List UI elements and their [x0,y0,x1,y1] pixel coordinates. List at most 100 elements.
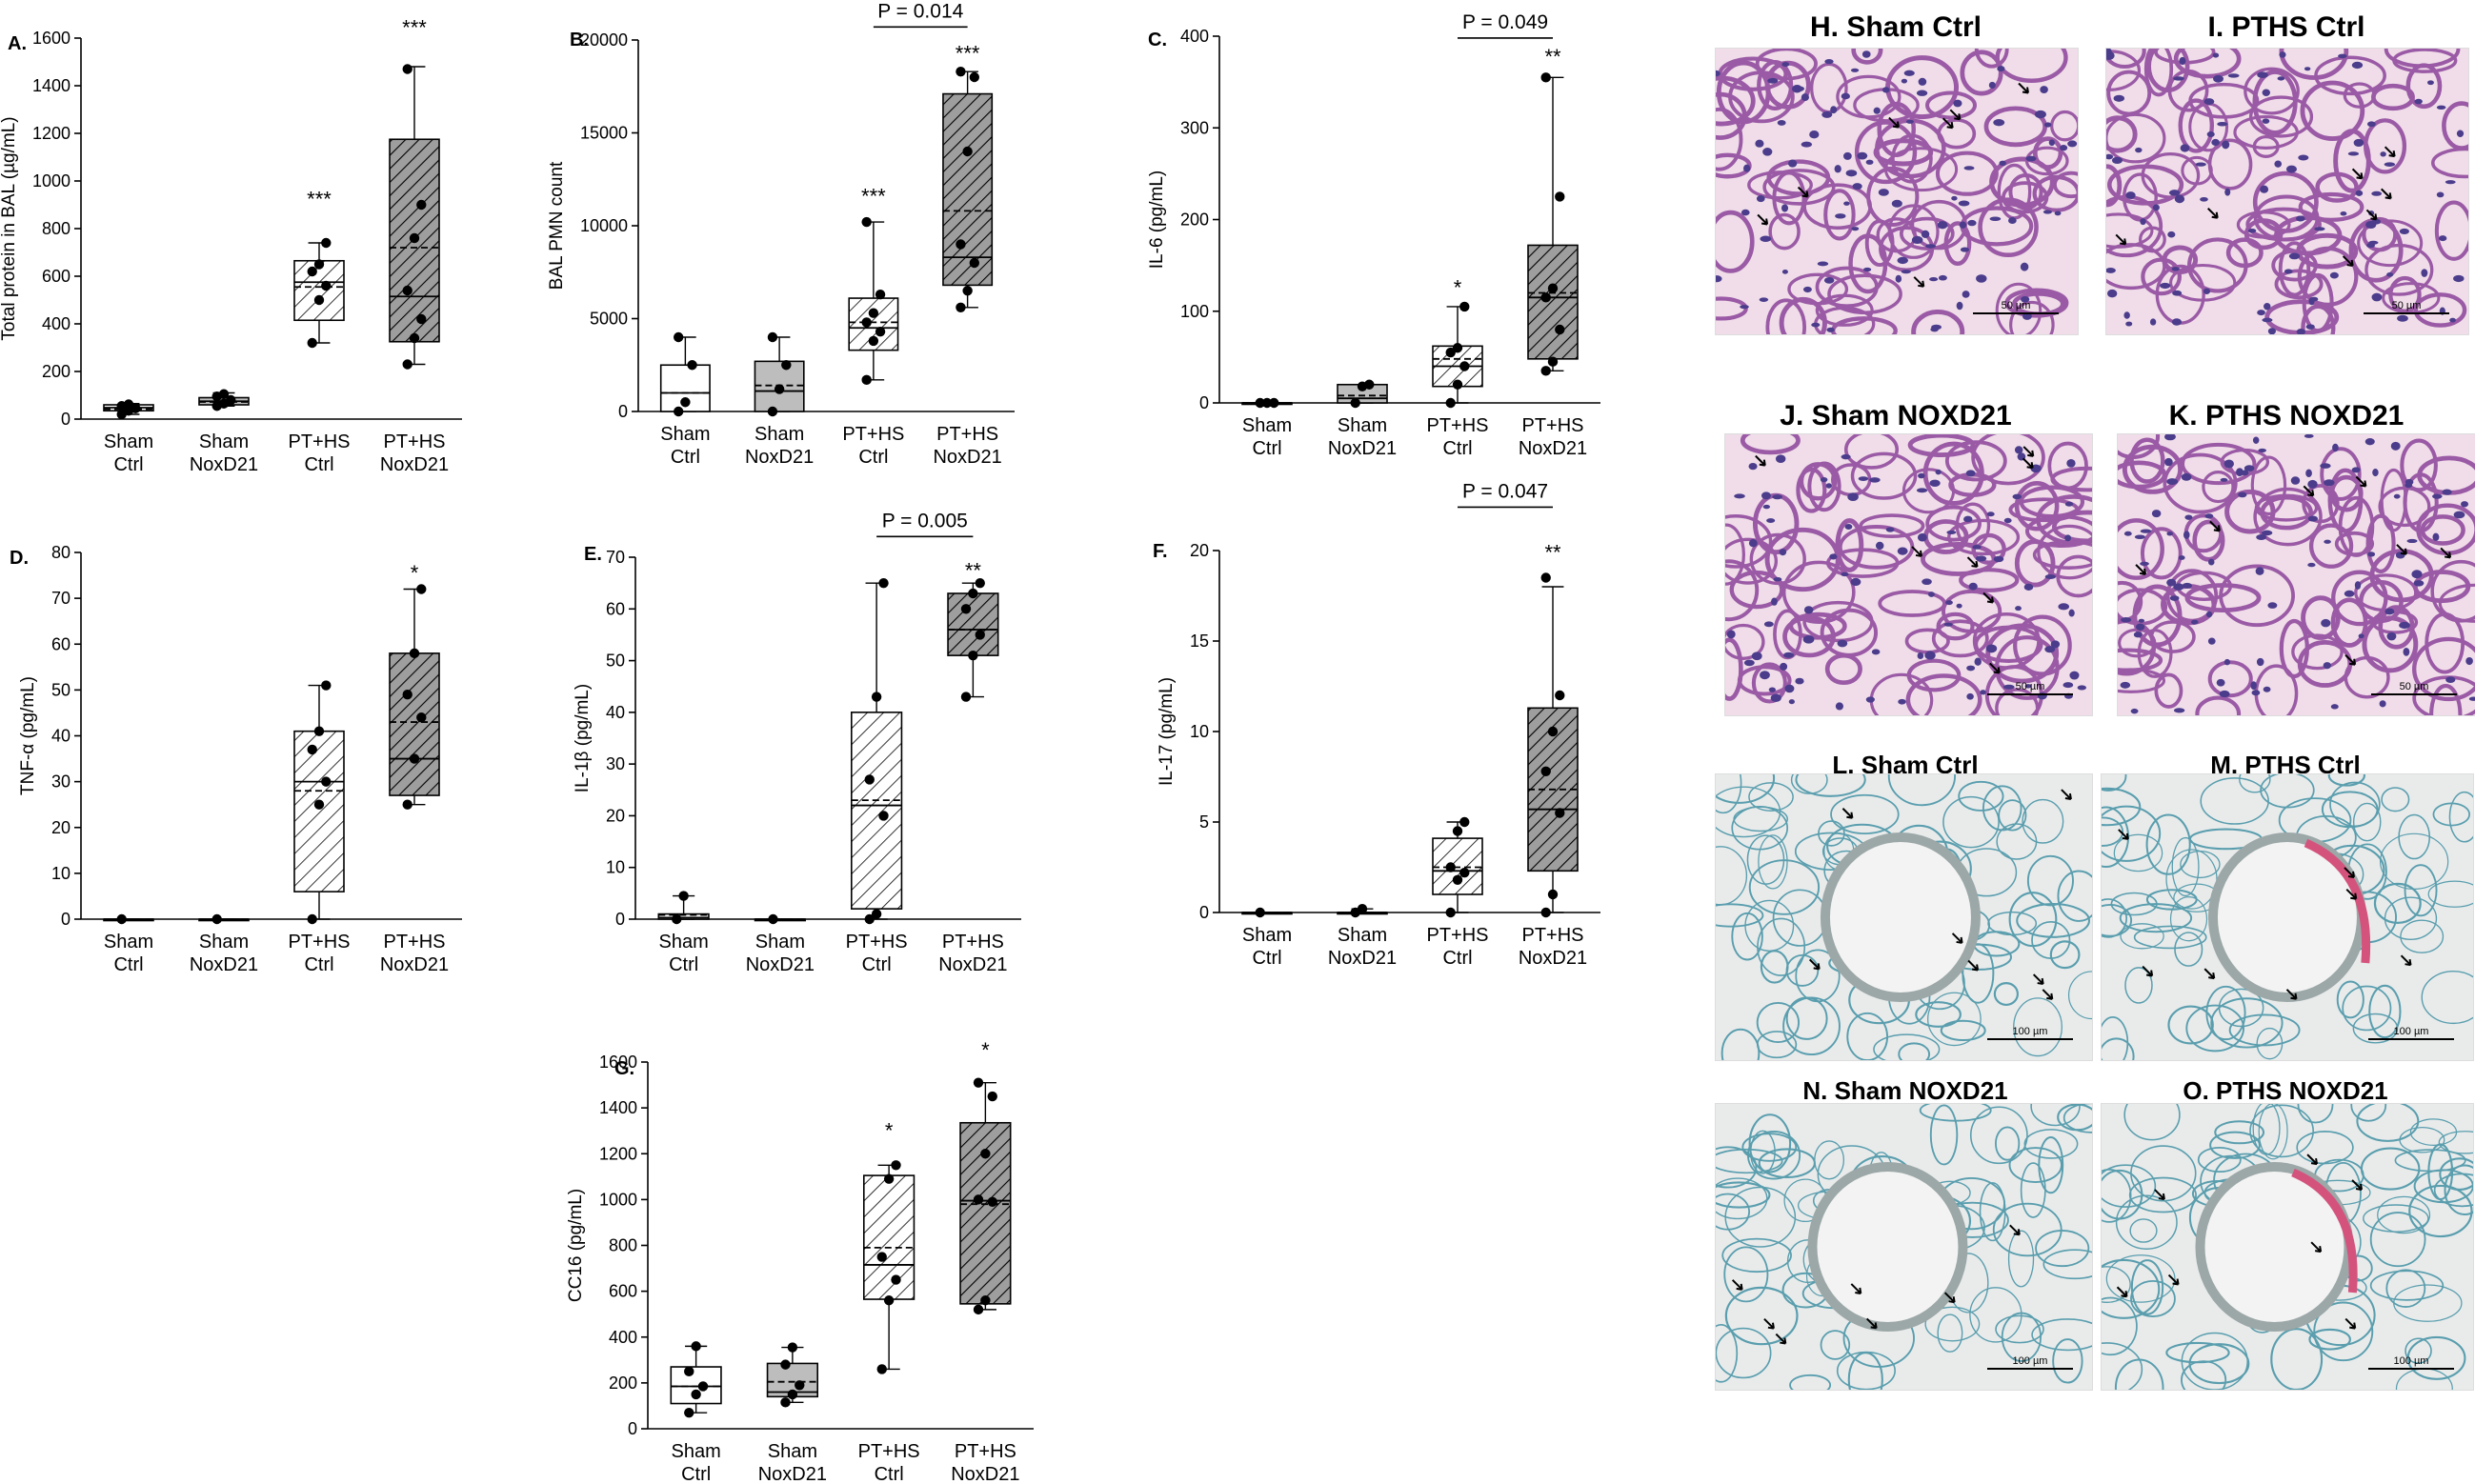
tissue-septum [2329,474,2364,512]
tissue-septum [2123,1104,2181,1141]
cell-nucleus [1851,227,1860,231]
box-group [657,891,710,925]
cell-nucleus [2040,86,2048,94]
micrograph-h: 50 µm [1715,48,2079,335]
category-label: PT+HS [1426,415,1488,436]
data-point [868,335,879,347]
cell-nucleus [2020,262,2029,271]
tissue-septum [2187,237,2248,293]
tissue-septum [1836,1351,1896,1390]
tissue-septum [2200,777,2269,825]
arrow-marker [2344,654,2357,666]
cell-nucleus [2414,98,2423,105]
cell-nucleus [1938,274,1947,281]
cell-nucleus [2134,534,2145,540]
chart-panel-g: G. 0 200 400 600 800 1000 1200 1400 1600 CC16 (pg/… [566,1038,1034,1484]
tissue-septum [2218,988,2264,1028]
tissue-septum [1756,1001,1801,1043]
tissue-septum [2102,1037,2135,1060]
cell-nucleus [2008,217,2017,224]
cell-nucleus [2181,472,2192,481]
cell-nucleus [1999,160,2006,167]
tissue-septum [2432,802,2471,827]
category-label: PT+HS [1521,415,1583,436]
cell-nucleus [1903,70,1915,76]
tissue-septum [2102,1164,2157,1208]
cell-nucleus [1881,87,1890,93]
tissue-septum [2405,63,2443,110]
cell-nucleus [2262,89,2270,96]
cell-nucleus [2330,704,2339,710]
cell-nucleus [2367,551,2376,557]
tissue-septum [1922,441,1984,506]
arrow-marker [2207,208,2219,219]
data-point [962,286,973,296]
y-tick-label: 0 [618,402,628,421]
cell-nucleus [1847,492,1859,502]
cell-nucleus [1960,247,1970,252]
cell-nucleus [2077,685,2087,691]
y-tick-label: 5 [1199,812,1209,832]
y-axis-label: IL-17 (pg/mL) [1157,677,1177,786]
data-point [313,726,325,736]
y-tick-label: 70 [606,548,625,567]
tissue-septum [2250,455,2287,516]
cell-nucleus [2321,618,2331,628]
tissue-septum [2301,595,2341,640]
cell-nucleus [1917,652,1924,660]
cell-nucleus [2307,562,2316,568]
cell-nucleus [2171,318,2183,326]
arrow-marker [2285,989,2298,1000]
y-tick-label: 1200 [32,124,70,143]
cell-nucleus [2296,328,2306,334]
significance-marker: *** [307,187,332,211]
cell-nucleus [2329,271,2339,279]
tissue-septum [2329,781,2381,828]
tissue-septum [1915,1001,1962,1028]
arrow-marker [1888,116,1900,129]
data-point [1261,397,1273,409]
tissue-septum [2368,984,2402,1039]
tissue-septum [1765,298,1807,334]
cell-nucleus [1741,209,1750,216]
tissue-septum [2188,82,2260,119]
data-point [1540,907,1551,918]
tissue-septum [2130,1279,2176,1317]
tissue-septum [2129,1218,2158,1243]
arrow-marker [2022,446,2035,457]
tissue-septum [2252,170,2319,233]
cell-nucleus [1781,270,1788,274]
cell-nucleus [1953,99,1962,108]
arrow-marker [2345,889,2358,900]
cell-nucleus [1918,77,1927,86]
cell-nucleus [1716,70,1720,77]
cell-nucleus [2167,231,2176,238]
cell-nucleus [1835,702,1843,711]
y-tick-label: 600 [609,1282,637,1301]
cc16-staining [2304,838,2371,964]
micrograph-image: 50 µm [2118,434,2475,715]
box-group [862,1160,916,1374]
tissue-septum [2042,1249,2092,1280]
micrograph-title-n: N. Sham NOXD21 [1802,1076,2008,1105]
panel-label: A. [8,33,27,54]
tissue-septum [2114,1358,2164,1390]
micrograph-image: 100 µm [2102,774,2473,1060]
category-label: Ctrl [304,954,333,975]
box-body [657,912,710,920]
significance-marker: * [411,561,419,585]
cell-nucleus [2169,595,2180,601]
cell-nucleus [2125,321,2133,327]
cell-nucleus [1929,479,1941,488]
tissue-septum [2026,854,2074,907]
category-label: PT+HS [383,431,445,452]
tissue-septum [2118,518,2164,580]
tissue-septum [1835,518,1864,572]
cell-nucleus [1956,603,1962,609]
cell-nucleus [1740,305,1749,310]
cell-nucleus [1759,297,1769,302]
tissue-septum [2239,774,2271,793]
box-body [947,592,999,656]
cell-nucleus [1895,274,1902,283]
data-point [780,1397,791,1408]
